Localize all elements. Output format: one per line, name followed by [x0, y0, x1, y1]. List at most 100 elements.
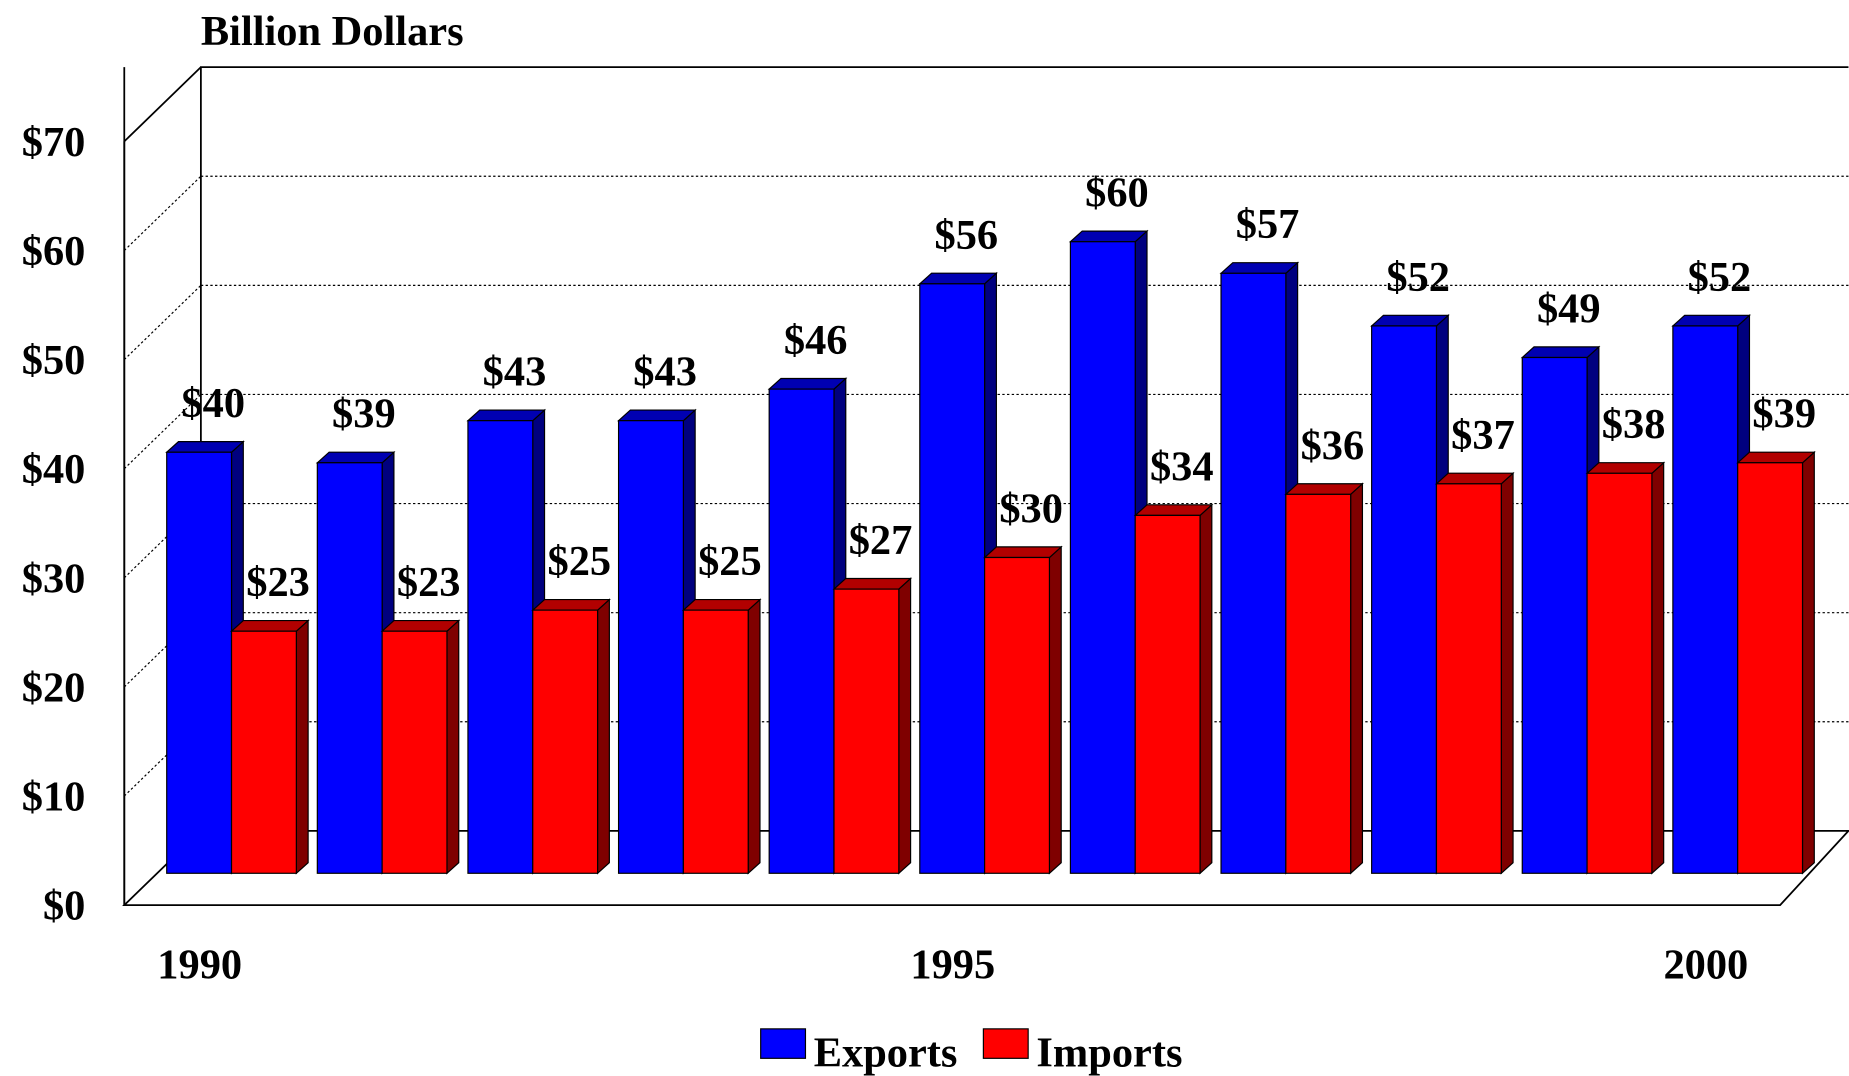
data-label: $52 — [1688, 254, 1752, 301]
bar-front — [381, 630, 448, 874]
y-tick-label: $70 — [22, 119, 86, 166]
legend-swatch — [760, 1028, 807, 1059]
data-label: $46 — [784, 317, 848, 364]
left-wall-top — [123, 66, 202, 143]
y-tick-label: $20 — [22, 664, 86, 711]
bar-front — [1285, 493, 1352, 874]
data-label: $39 — [332, 391, 396, 438]
bar-side — [1801, 450, 1815, 875]
bar-top — [1434, 472, 1515, 485]
bar-top — [681, 598, 762, 611]
bar-top — [1068, 230, 1149, 243]
bar — [983, 545, 1063, 875]
grid-line — [123, 721, 202, 797]
bar-front — [1069, 241, 1136, 874]
data-label: $30 — [999, 485, 1063, 532]
y-tick-label: $50 — [22, 337, 86, 384]
bar-front — [467, 420, 534, 874]
bar-front — [1737, 462, 1804, 874]
x-tick-label: 1995 — [910, 941, 995, 988]
bar-front — [1435, 483, 1502, 874]
bar-front — [984, 556, 1051, 874]
bar — [531, 598, 611, 875]
bar-side — [446, 619, 460, 875]
y-tick-label: $40 — [22, 446, 86, 493]
bar-front — [316, 462, 383, 874]
data-label: $39 — [1752, 391, 1816, 438]
bar-front — [682, 609, 749, 874]
bar — [229, 619, 310, 875]
bar-top — [1219, 262, 1300, 274]
data-label: $43 — [483, 349, 547, 396]
bar-top — [531, 598, 611, 611]
legend-swatch — [982, 1028, 1029, 1059]
data-label: $49 — [1537, 285, 1601, 332]
bar-front — [1220, 272, 1287, 874]
axis-title: Billion Dollars — [201, 8, 464, 55]
bar-front — [833, 588, 900, 874]
y-tick-label: $60 — [22, 228, 86, 275]
legend-label: Imports — [1036, 1030, 1182, 1076]
bar — [1434, 471, 1515, 875]
data-label: $23 — [246, 559, 310, 606]
data-label: $23 — [397, 559, 461, 606]
bar-side — [1048, 545, 1062, 875]
data-label: $60 — [1085, 170, 1149, 217]
grid-line — [123, 394, 202, 470]
data-label: $34 — [1150, 443, 1214, 490]
bar-side — [898, 577, 912, 875]
bar-front — [1521, 356, 1588, 874]
data-label: $40 — [181, 380, 245, 427]
legend-label: Exports — [814, 1030, 958, 1076]
bar-top — [229, 619, 310, 632]
bar-top — [832, 577, 913, 590]
bar-top — [1284, 483, 1364, 495]
bar — [767, 377, 848, 875]
bar-top — [466, 409, 547, 422]
data-label: $27 — [849, 517, 913, 564]
y-tick-label: $0 — [43, 883, 85, 930]
bar-top — [380, 619, 461, 632]
bar-side — [1350, 482, 1364, 875]
bar-top — [1520, 346, 1601, 359]
bar-top — [617, 409, 697, 422]
data-label: $43 — [633, 349, 697, 396]
bar-side — [596, 598, 610, 875]
data-label: $36 — [1301, 422, 1365, 469]
bar-front — [768, 388, 835, 874]
bar-front — [1672, 325, 1739, 874]
bar — [1736, 450, 1816, 875]
y-tick-label: $30 — [22, 555, 86, 602]
bar-top — [1736, 451, 1816, 464]
bar-top — [918, 272, 998, 285]
bar-top — [165, 441, 245, 453]
bar-top — [1133, 504, 1214, 516]
grid-line — [123, 612, 202, 688]
bar-top — [315, 451, 396, 464]
bar — [1585, 461, 1666, 875]
bar-front — [1134, 514, 1201, 874]
bar-top — [1671, 314, 1752, 327]
bar-front — [166, 451, 233, 874]
x-tick-label: 1990 — [157, 941, 242, 988]
bar-side — [295, 619, 309, 875]
bar-front — [1371, 325, 1438, 874]
bar-front — [230, 630, 297, 874]
bar — [1284, 482, 1364, 875]
bar — [681, 598, 762, 875]
bar-front — [532, 609, 599, 874]
data-label: $38 — [1602, 401, 1666, 448]
grid-line — [123, 175, 202, 251]
bar-front — [919, 283, 986, 874]
bar-front — [617, 420, 684, 874]
bar-top — [1370, 314, 1450, 327]
bar-top — [983, 546, 1063, 559]
data-label: $25 — [548, 538, 612, 585]
bar-top — [767, 377, 848, 390]
bar-side — [1199, 503, 1213, 875]
bar-top — [1585, 462, 1666, 474]
bar-side — [1651, 461, 1665, 875]
data-label: $56 — [935, 212, 999, 259]
data-label: $57 — [1236, 201, 1300, 248]
